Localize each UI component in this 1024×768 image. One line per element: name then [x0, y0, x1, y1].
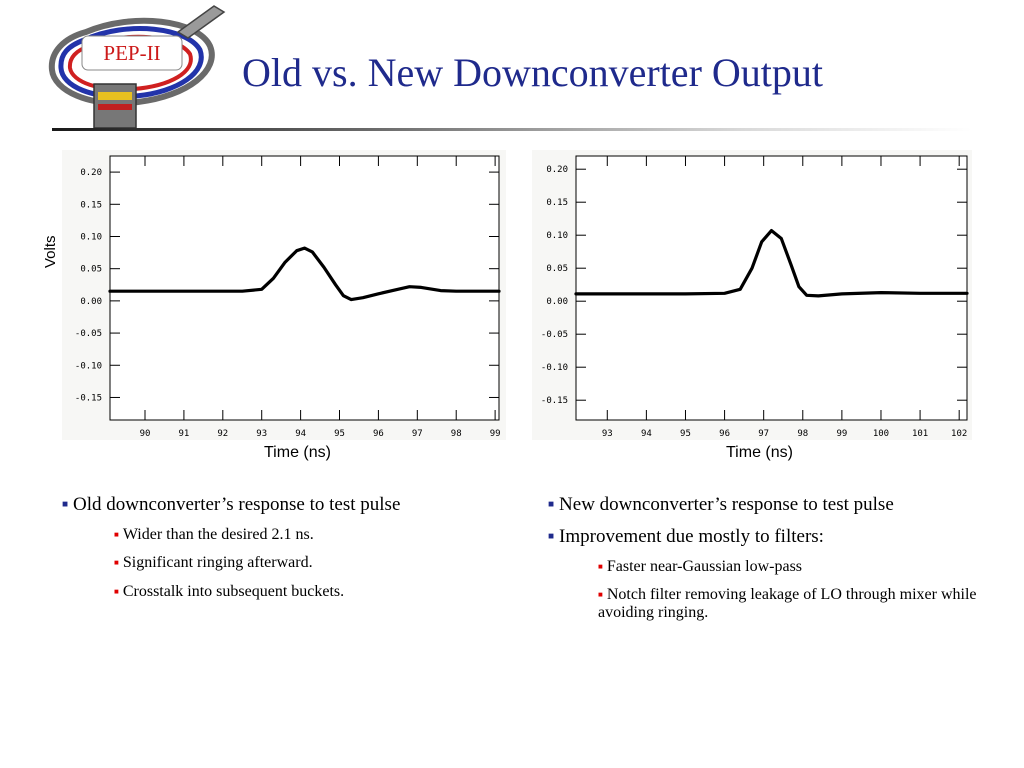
x-tick-label: 95: [334, 429, 345, 439]
page-title: Old vs. New Downconverter Output: [242, 50, 823, 95]
bullet-square-icon: ■: [548, 499, 555, 510]
x-tick-label: 93: [256, 429, 267, 439]
y-tick-label: -0.15: [75, 393, 102, 403]
sub-bullet-text: Wider than the desired 2.1 ns.: [122, 525, 314, 543]
y-tick-label: -0.05: [541, 330, 568, 340]
new-downconverter-chart: 0.20 0.15 0.10 0.05 0.00 -0.05 -0.10 -0.15 93 94 9…: [532, 150, 972, 440]
sub-bullet-item: ■ Faster near-Gaussian low-pass: [598, 558, 988, 576]
x-tick-label: 98: [797, 429, 808, 439]
y-tick-label: 0.10: [546, 231, 568, 241]
signal-trace: [574, 228, 969, 298]
sub-bullet-item: ■ Wider than the desired 2.1 ns.: [114, 526, 502, 544]
pep-ii-logo: PEP-II: [48, 5, 226, 129]
logo-text: PEP-II: [103, 41, 160, 65]
bullet-text: Old downconverter’s response to test pul…: [73, 494, 401, 515]
sub-bullet-square-icon: ■: [598, 590, 603, 600]
old-downconverter-chart: 0.20 0.15 0.10 0.05 0.00 -0.05 -0.10 -0.15 90 91 9…: [62, 150, 506, 440]
y-tick-label: 0.15: [546, 198, 568, 208]
bullet-text: Improvement due mostly to filters:: [559, 525, 824, 547]
title-underline: [52, 128, 972, 131]
x-tick-label: 97: [412, 429, 423, 439]
y-tick-label: 0.20: [546, 165, 568, 175]
x-tick-label: 102: [951, 429, 967, 439]
x-tick-label: 99: [836, 429, 847, 439]
y-tick-label: 0.05: [546, 264, 568, 274]
signal-trace: [108, 246, 501, 302]
bullet-item: ■ Improvement due mostly to filters:: [548, 526, 988, 548]
x-tick-label: 99: [490, 429, 501, 439]
y-tick-label: 0.00: [80, 297, 102, 307]
x-tick-label: 97: [758, 429, 769, 439]
bullet-square-icon: ■: [62, 499, 69, 510]
y-tick-label: 0.20: [80, 168, 102, 178]
y-tick-label: 0.00: [546, 297, 568, 307]
sub-bullet-text: Faster near-Gaussian low-pass: [606, 557, 803, 575]
sub-bullet-text: Crosstalk into subsequent buckets.: [122, 582, 345, 600]
sub-bullet-square-icon: ■: [598, 561, 603, 571]
x-tick-label: 92: [217, 429, 228, 439]
x-tick-label: 94: [641, 429, 652, 439]
sub-bullet-text: Significant ringing afterward.: [122, 554, 313, 572]
x-tick-label: 90: [140, 429, 151, 439]
y-tick-label: 0.15: [80, 200, 102, 210]
sub-bullet-square-icon: ■: [114, 529, 119, 539]
bullet-square-icon: ■: [548, 530, 555, 542]
x-tick-label: 93: [602, 429, 613, 439]
x-tick-label: 95: [680, 429, 691, 439]
sub-bullet-text: Notch filter removing leakage of LO thro…: [598, 586, 977, 622]
x-tick-label: 96: [373, 429, 384, 439]
new-chart-x-axis-label: Time (ns): [726, 444, 793, 461]
sub-bullet-square-icon: ■: [114, 558, 119, 568]
plot-frame: [575, 155, 968, 421]
sub-bullet-item: ■ Significant ringing afterward.: [114, 554, 502, 572]
bullet-item: ■ Old downconverter’s response to test pu…: [62, 494, 502, 516]
sub-bullet-item: ■ Crosstalk into subsequent buckets.: [114, 583, 502, 601]
x-tick-label: 100: [873, 429, 889, 439]
left-bullet-list: ■ Old downconverter’s response to test pu…: [62, 494, 502, 611]
x-tick-label: 91: [178, 429, 189, 439]
right-bullet-list: ■ New downconverter’s response to test pu…: [548, 494, 988, 633]
y-tick-label: 0.05: [80, 265, 102, 275]
bullet-item: ■ New downconverter’s response to test pu…: [548, 494, 988, 516]
x-tick-label: 101: [912, 429, 928, 439]
plot-frame: [109, 155, 500, 421]
y-tick-label: -0.10: [541, 363, 568, 373]
y-tick-label: -0.15: [541, 396, 568, 406]
y-tick-label: -0.05: [75, 329, 102, 339]
sub-bullet-item: ■ Notch filter removing leakage of LO thr…: [598, 586, 988, 623]
y-tick-label: -0.10: [75, 361, 102, 371]
x-tick-label: 94: [295, 429, 306, 439]
x-tick-label: 96: [719, 429, 730, 439]
y-tick-label: 0.10: [80, 232, 102, 242]
bullet-text: New downconverter’s response to test pul…: [559, 494, 894, 515]
old-chart-x-axis-label: Time (ns): [264, 444, 331, 461]
sub-bullet-square-icon: ■: [114, 586, 119, 596]
x-tick-label: 98: [451, 429, 462, 439]
y-axis-label: Volts: [42, 235, 59, 268]
